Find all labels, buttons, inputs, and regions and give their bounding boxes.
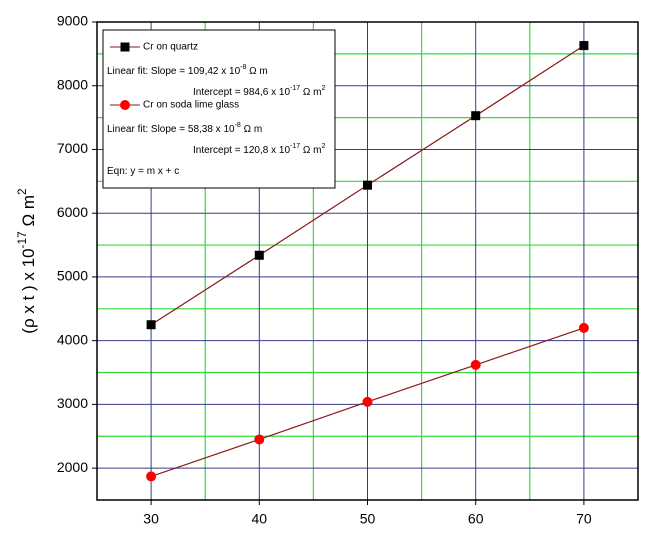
superscript: 2 [322,85,326,92]
text-part: Eqn: y = m x + c [107,166,179,177]
marker [146,471,157,482]
marker [120,42,130,52]
text-part: Intercept = 120,8 x 10 [193,145,290,156]
marker [254,434,265,445]
y-tick-label: 9000 [57,13,88,29]
legend-note: Linear fit: Slope = 109,42 x 10-8 Ω m [107,64,268,76]
text-part: Ω m [300,145,321,156]
y-axis-label: (ρ x t ) x 10-17 Ω m2 [15,188,38,334]
text-part: Linear fit: Slope = 58,38 x 10 [107,124,235,135]
y-tick-label: 8000 [57,76,88,92]
x-tick-label: 40 [252,511,268,527]
superscript: -17 [290,143,300,150]
legend-box [102,29,336,189]
plot-frame [96,21,639,501]
marker [579,41,589,51]
y-tick-label: 4000 [57,331,88,347]
superscript: -8 [240,64,246,71]
marker [578,322,589,333]
text-part: Ω m [19,195,38,231]
marker [471,111,481,121]
text-part: Intercept = 984,6 x 10 [193,87,290,98]
y-tick-label: 6000 [57,204,88,220]
y-tick-label: 7000 [57,140,88,156]
legend-note: Eqn: y = m x + c [107,166,179,177]
superscript: -17 [290,85,300,92]
y-tick-label: 2000 [57,459,88,475]
legend-note: Linear fit: Slope = 58,38 x 10-8 Ω m [107,122,262,134]
superscript: -8 [235,122,241,129]
y-tick-label: 5000 [57,268,88,284]
text-part: Ω m [246,66,267,77]
legend-note: Intercept = 984,6 x 10-17 Ω m2 [193,85,326,97]
x-tick-label: 70 [576,511,592,527]
text-part: Ω m [300,87,321,98]
legend-label: Cr on soda lime glass [143,100,239,111]
marker [120,100,130,110]
x-tick-label: 30 [143,511,159,527]
superscript: 2 [322,143,326,150]
legend-note: Intercept = 120,8 x 10-17 Ω m2 [193,143,326,155]
x-tick-label: 50 [360,511,376,527]
marker [362,396,373,407]
legend-label: Cr on quartz [143,42,198,53]
marker [254,250,264,260]
x-tick-label: 60 [468,511,484,527]
y-tick-label: 3000 [57,395,88,411]
marker [146,320,156,330]
text-part: Ω m [241,124,262,135]
text-part: (ρ x t ) x 10 [19,248,38,333]
superscript: -17 [15,231,29,249]
superscript: 2 [15,188,29,195]
marker [363,180,372,190]
marker [470,359,481,370]
text-part: Linear fit: Slope = 109,42 x 10 [107,66,241,77]
